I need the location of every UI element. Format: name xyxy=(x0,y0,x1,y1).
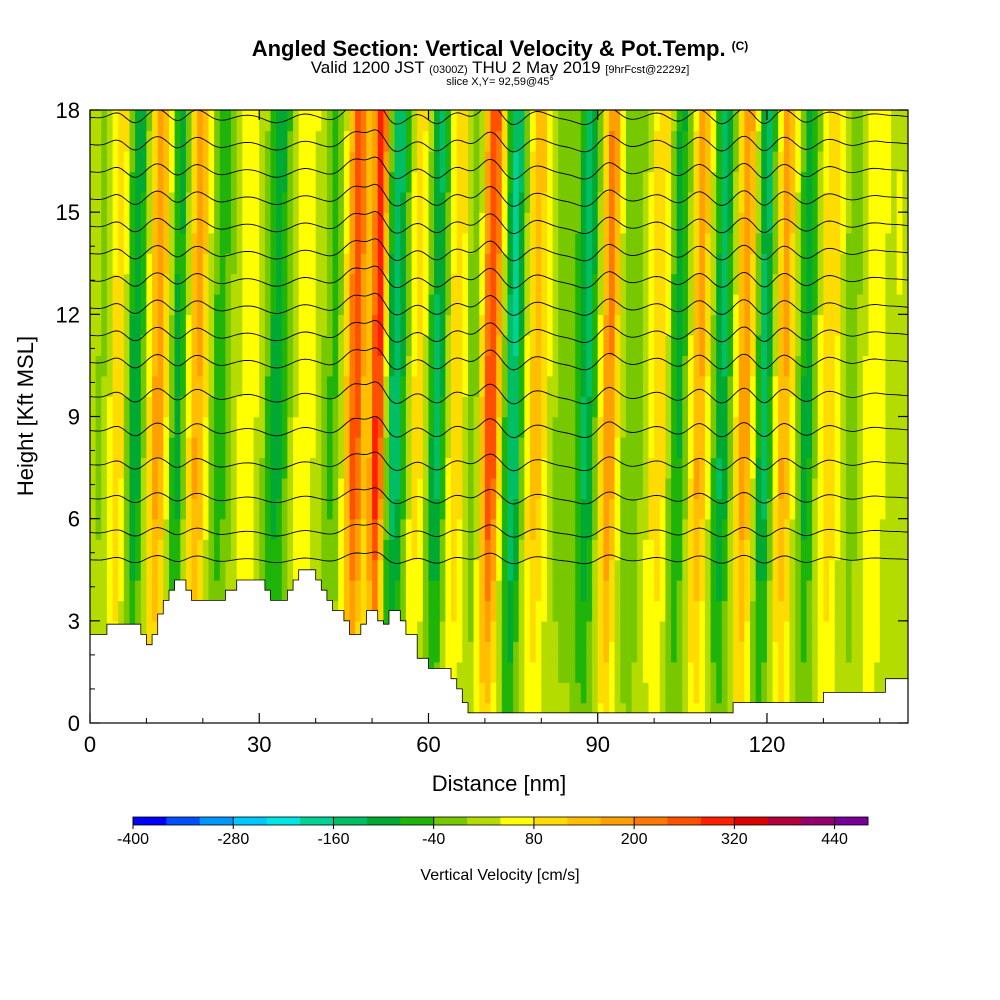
y-tick-label: 15 xyxy=(56,200,80,225)
colorbar-swatch xyxy=(767,817,802,825)
colorbar-swatch xyxy=(300,817,334,825)
colorbar-label: Vertical Velocity [cm/s] xyxy=(420,867,579,884)
colorbar-tick-label: 200 xyxy=(621,831,648,848)
isentrope-line xyxy=(90,292,908,316)
isentrope-line xyxy=(90,110,908,126)
isentrope-line xyxy=(90,347,908,371)
colorbar-swatch xyxy=(166,817,201,825)
colorbar-swatch xyxy=(266,817,301,825)
isentrope-line xyxy=(90,183,908,207)
colorbar-tick-label: -280 xyxy=(217,831,249,848)
x-axis-label: Distance [nm] xyxy=(432,771,567,796)
colorbar-swatch xyxy=(400,817,435,825)
colorbar-swatch xyxy=(199,817,234,825)
colorbar-tick-label: 440 xyxy=(821,831,848,848)
colorbar-swatch xyxy=(734,817,769,825)
chart-subtitle: Valid 1200 JST (0300Z) THU 2 May 2019 [9… xyxy=(310,58,690,77)
colorbar-tick-label: -160 xyxy=(317,831,349,848)
chart-title: Angled Section: Vertical Velocity & Pot.… xyxy=(251,36,749,61)
colorbar-tick-label: -400 xyxy=(117,831,149,848)
colorbar-swatch xyxy=(600,817,635,825)
colorbar-swatch xyxy=(701,817,735,825)
isentrope-line xyxy=(90,211,908,235)
colorbar-swatch xyxy=(433,817,468,825)
y-tick-label: 12 xyxy=(56,302,80,327)
x-tick-label: 120 xyxy=(749,732,786,757)
y-tick-label: 3 xyxy=(68,609,80,634)
colorbar-tick-label: -40 xyxy=(422,831,445,848)
y-axis-label: Height [Kft MSL] xyxy=(13,336,38,496)
isentrope-line xyxy=(90,451,908,472)
colorbar-swatch xyxy=(533,817,568,825)
colorbar-swatch xyxy=(133,817,167,825)
colorbar-swatch xyxy=(467,817,501,825)
isentrope-line xyxy=(90,381,908,405)
isentrope-line xyxy=(90,487,908,505)
colorbar-swatch xyxy=(667,817,702,825)
terrain-mask xyxy=(90,569,908,723)
colorbar-swatch xyxy=(801,817,836,825)
y-tick-label: 6 xyxy=(68,507,80,532)
x-tick-label: 0 xyxy=(84,732,96,757)
y-tick-label: 0 xyxy=(68,711,80,736)
isentrope-line xyxy=(90,319,908,344)
colorbar-swatch xyxy=(333,817,368,825)
isentrope-line xyxy=(90,48,908,70)
isentrope-line xyxy=(90,265,908,289)
x-tick-label: 90 xyxy=(585,732,609,757)
slice-info: slice X,Y= 92,59@45° xyxy=(446,76,554,88)
isentrope-line xyxy=(90,238,908,262)
x-tick-label: 30 xyxy=(247,732,271,757)
colorbar-swatch xyxy=(500,817,535,825)
isentropes xyxy=(90,48,908,565)
y-tick-label: 18 xyxy=(56,98,80,123)
colorbar-swatch xyxy=(233,817,268,825)
colorbar-swatch xyxy=(366,817,401,825)
isentrope-line xyxy=(90,415,908,439)
isentrope-line xyxy=(90,129,908,153)
y-tick-label: 9 xyxy=(68,405,80,430)
colorbar-swatch xyxy=(834,817,869,825)
x-tick-label: 60 xyxy=(416,732,440,757)
isentrope-line xyxy=(90,551,908,565)
colorbar-tick-label: 320 xyxy=(721,831,748,848)
colorbar-swatch xyxy=(634,817,668,825)
isentrope-line xyxy=(90,522,908,538)
isentrope-line xyxy=(90,156,908,180)
colorbar-swatch xyxy=(567,817,602,825)
isentrope-line xyxy=(90,75,908,97)
colorbar-tick-label: 80 xyxy=(525,831,543,848)
